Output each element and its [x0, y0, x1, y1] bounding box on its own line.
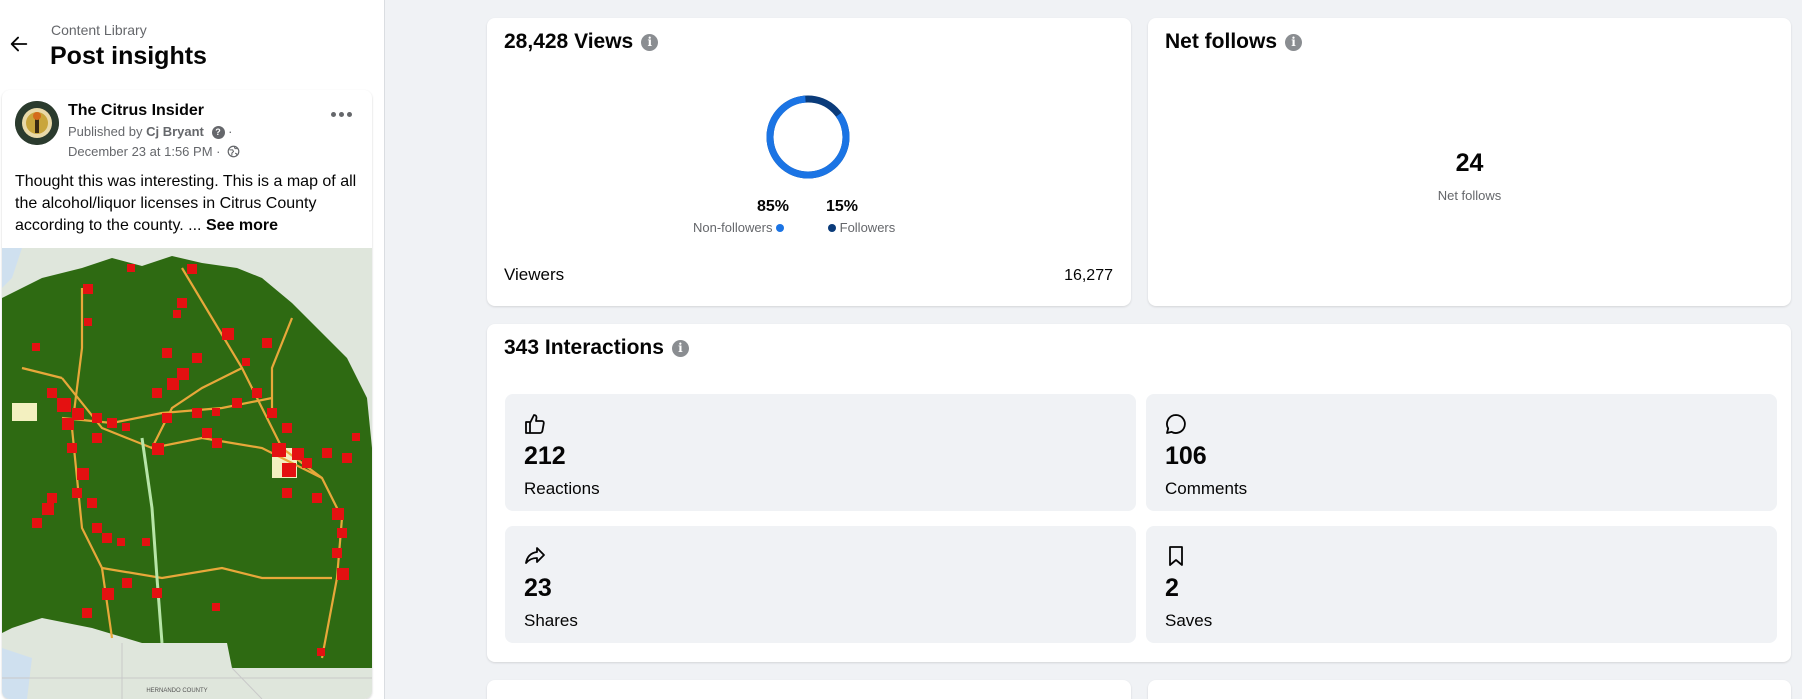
- net-follows-value: 24: [1455, 149, 1484, 177]
- shares-label: Shares: [524, 611, 578, 630]
- post-text-body: Thought this was interesting. This is a …: [15, 173, 357, 234]
- info-icon[interactable]: i: [671, 340, 689, 357]
- question-icon[interactable]: ?: [211, 126, 225, 139]
- followers-dot-icon: [828, 224, 836, 232]
- info-icon[interactable]: i: [1285, 34, 1303, 51]
- followers-legend-label: Followers: [839, 220, 896, 235]
- see-more-link[interactable]: See more: [205, 217, 278, 234]
- bookmark-icon: [1169, 546, 1183, 566]
- publisher-name[interactable]: Cj Bryant: [146, 124, 204, 139]
- share-icon: [525, 547, 545, 564]
- saves-count: 2: [1165, 574, 1179, 602]
- more-options-button[interactable]: [328, 104, 356, 124]
- saves-label: Saves: [1165, 611, 1213, 630]
- thumbs-up-icon: [525, 414, 545, 434]
- reactions-count: 212: [524, 442, 566, 470]
- followers-percent: 15%: [826, 198, 859, 215]
- interactions-card: 343 Interactions i 212 Reactions 106 Comm…: [487, 324, 1791, 662]
- map-county-label: HERNANDO COUNTY: [146, 688, 207, 694]
- non-followers-legend: Non-followers: [693, 220, 785, 235]
- post-preview: The Citrus Insider Published by Cj Bryan…: [2, 90, 372, 699]
- interactions-title: 343 Interactions i: [504, 336, 689, 360]
- left-panel: Content Library Post insights The Citrus…: [0, 0, 385, 699]
- saves-tile[interactable]: 2 Saves: [1146, 526, 1777, 643]
- net-follows-card: Net follows i 24 Net follows: [1148, 18, 1791, 306]
- views-donut-chart[interactable]: [763, 92, 853, 182]
- post-date[interactable]: December 23 at 1:56 PM ·: [68, 144, 240, 159]
- views-title-text: 28,428 Views: [504, 30, 634, 53]
- page-avatar[interactable]: [15, 101, 59, 145]
- page-title: Post insights: [50, 42, 207, 70]
- non-followers-arc: [766, 95, 850, 179]
- comment-icon: [1166, 414, 1186, 434]
- citrus-logo-icon: [15, 101, 59, 145]
- reactions-label: Reactions: [524, 479, 600, 498]
- back-arrow-icon[interactable]: [8, 33, 30, 55]
- post-map-image[interactable]: HERNANDO COUNTY: [2, 248, 372, 699]
- viewers-value: 16,277: [1064, 267, 1113, 284]
- next-card-left: [487, 680, 1131, 699]
- breadcrumb[interactable]: Content Library: [51, 22, 147, 38]
- non-followers-percent: 85%: [757, 198, 790, 215]
- interactions-title-text: 343 Interactions: [504, 336, 664, 359]
- reactions-tile[interactable]: 212 Reactions: [505, 394, 1136, 511]
- net-follows-title: Net follows i: [1165, 30, 1303, 54]
- viewers-label: Viewers: [504, 265, 565, 284]
- next-card-right: [1148, 680, 1791, 699]
- non-followers-legend-label: Non-followers: [693, 220, 773, 235]
- net-follows-title-text: Net follows: [1165, 30, 1278, 53]
- views-title: 28,428 Views i: [504, 30, 659, 54]
- page-name[interactable]: The Citrus Insider: [68, 102, 205, 119]
- post-date-text: December 23 at 1:56 PM ·: [68, 144, 221, 159]
- shares-tile[interactable]: 23 Shares: [505, 526, 1136, 643]
- globe-icon: [227, 145, 240, 158]
- net-follows-label: Net follows: [1437, 188, 1502, 203]
- published-by-prefix: Published by: [68, 124, 143, 139]
- followers-legend: Followers: [828, 220, 895, 235]
- comments-tile[interactable]: 106 Comments: [1146, 394, 1777, 511]
- views-card: 28,428 Views i 85% 15% Non-followers Foll…: [487, 18, 1131, 306]
- non-followers-dot-icon: [776, 224, 785, 232]
- comments-count: 106: [1165, 442, 1207, 470]
- info-icon[interactable]: i: [641, 34, 659, 51]
- published-by: Published by Cj Bryant ? ·: [68, 124, 233, 139]
- shares-count: 23: [524, 574, 552, 602]
- comments-label: Comments: [1165, 479, 1248, 498]
- post-text: Thought this was interesting. This is a …: [15, 171, 365, 237]
